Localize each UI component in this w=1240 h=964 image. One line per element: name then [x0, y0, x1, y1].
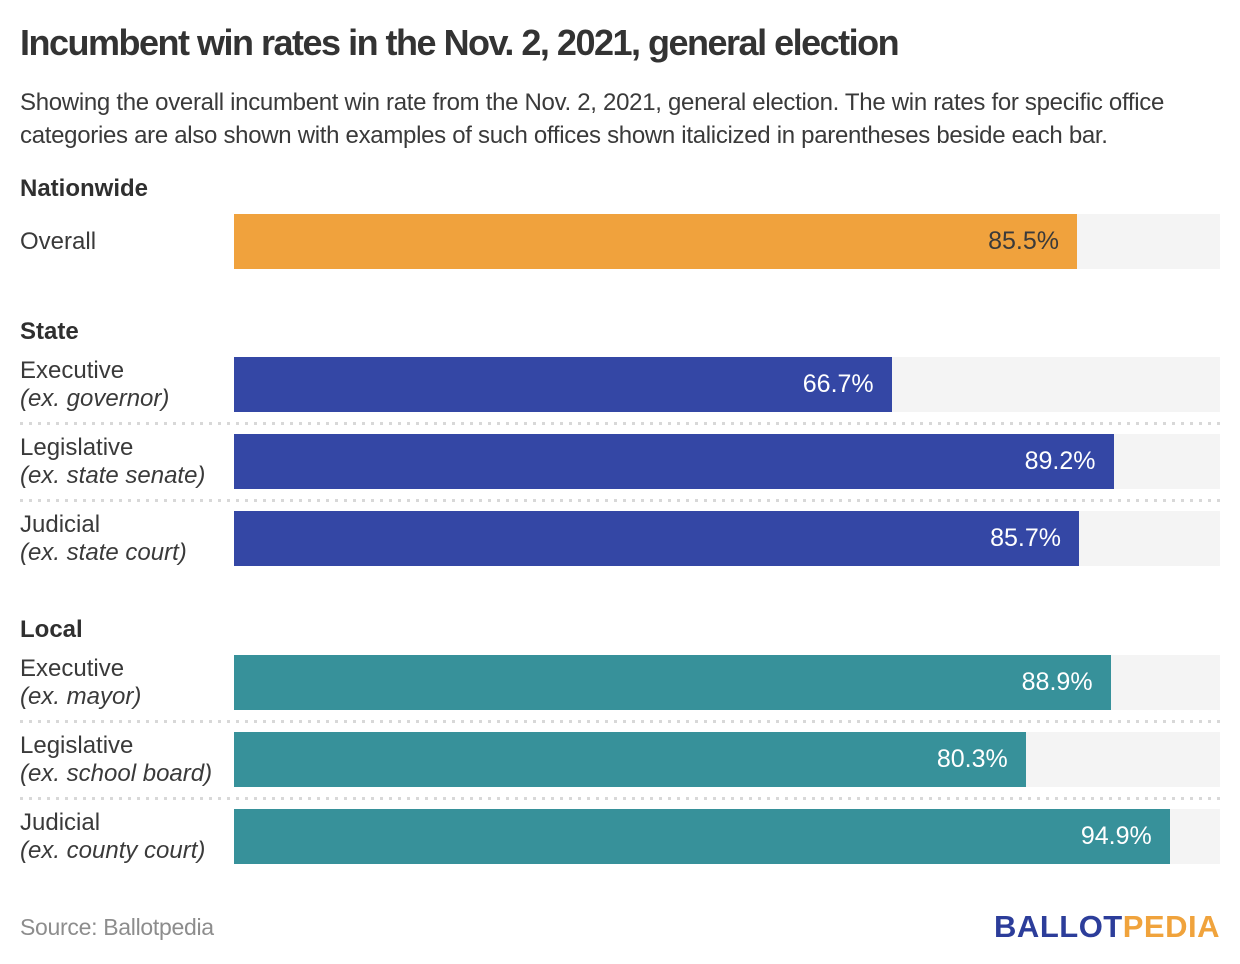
bar-track: 85.7% [234, 511, 1220, 566]
bar-row-local-legislative: Legislative (ex. school board) 80.3% [20, 732, 1220, 788]
row-label-main: Legislative [20, 434, 134, 461]
row-label-sub: (ex. mayor) [20, 683, 142, 710]
row-label-main: Executive [20, 357, 125, 384]
row-label-sub: (ex. school board) [20, 760, 213, 787]
bar-row-local-executive: Executive (ex. mayor) 88.9% [20, 655, 1220, 711]
row-label: Executive (ex. governor) [20, 357, 234, 413]
bar-row-state-legislative: Legislative (ex. state senate) 89.2% [20, 434, 1220, 490]
bar-track: 89.2% [234, 434, 1220, 489]
bar-fill: 89.2% [234, 434, 1114, 489]
row-label: Overall [20, 214, 234, 269]
bar-track: 80.3% [234, 732, 1220, 787]
ballotpedia-logo: BALLOTPEDIA [994, 909, 1220, 945]
logo-part-pedia: PEDIA [1122, 909, 1220, 944]
bar-value-label: 89.2% [1024, 447, 1096, 475]
bar-row-overall: Overall 85.5% [20, 214, 1220, 269]
chart-subtitle: Showing the overall incumbent win rate f… [20, 89, 1165, 149]
row-label: Legislative (ex. state senate) [20, 434, 234, 490]
section-header-nationwide: Nationwide [20, 175, 149, 202]
bar-value-label: 88.9% [1021, 668, 1093, 696]
bar-row-state-judicial: Judicial (ex. state court) 85.7% [20, 511, 1220, 567]
bar-fill: 80.3% [234, 732, 1026, 787]
dotted-divider [20, 720, 1220, 723]
section-header-local: Local [20, 616, 83, 643]
section-local: Local Executive (ex. mayor) 88.9% Legisl… [20, 615, 1220, 865]
row-label-sub: (ex. county court) [20, 837, 206, 864]
row-label-main: Executive [20, 655, 125, 682]
row-label-sub: (ex. state senate) [20, 462, 206, 489]
bar-track: 66.7% [234, 357, 1220, 412]
bar-track: 94.9% [234, 809, 1220, 864]
dotted-divider [20, 499, 1220, 502]
bar-value-label: 94.9% [1080, 822, 1152, 850]
bar-row-state-executive: Executive (ex. governor) 66.7% [20, 357, 1220, 413]
section-header-state: State [20, 318, 79, 345]
bar-fill: 88.9% [234, 655, 1111, 710]
section-state: State Executive (ex. governor) 66.7% Leg… [20, 317, 1220, 567]
bar-value-label: 66.7% [802, 370, 874, 398]
bar-value-label: 85.5% [988, 227, 1060, 255]
row-label-main: Overall [20, 227, 97, 255]
row-label: Executive (ex. mayor) [20, 655, 234, 711]
row-label-sub: (ex. state court) [20, 539, 187, 566]
bar-fill: 85.5% [234, 214, 1078, 269]
bar-value-label: 85.7% [990, 524, 1061, 552]
row-label: Judicial (ex. county court) [20, 809, 234, 865]
section-nationwide: Nationwide Overall 85.5% [20, 174, 1220, 269]
logo-part-ballot: BALLOT [994, 909, 1123, 944]
dotted-divider [20, 797, 1220, 800]
row-label-main: Judicial [20, 809, 101, 836]
bar-fill: 85.7% [234, 511, 1079, 566]
row-label: Legislative (ex. school board) [20, 732, 234, 788]
bar-fill: 66.7% [234, 357, 892, 412]
source-credit: Source: Ballotpedia [20, 913, 214, 940]
chart-footer: Source: Ballotpedia BALLOTPEDIA [20, 909, 1220, 945]
row-label-sub: (ex. governor) [20, 385, 170, 412]
row-label-main: Legislative [20, 732, 134, 759]
dotted-divider [20, 422, 1220, 425]
bar-value-label: 80.3% [936, 745, 1008, 773]
bar-row-local-judicial: Judicial (ex. county court) 94.9% [20, 809, 1220, 865]
row-label: Judicial (ex. state court) [20, 511, 234, 567]
row-label-main: Judicial [20, 511, 101, 538]
bar-track: 88.9% [234, 655, 1220, 710]
bar-track: 85.5% [234, 214, 1220, 269]
chart-title: Incumbent win rates in the Nov. 2, 2021,… [20, 22, 900, 63]
bar-fill: 94.9% [234, 809, 1170, 864]
